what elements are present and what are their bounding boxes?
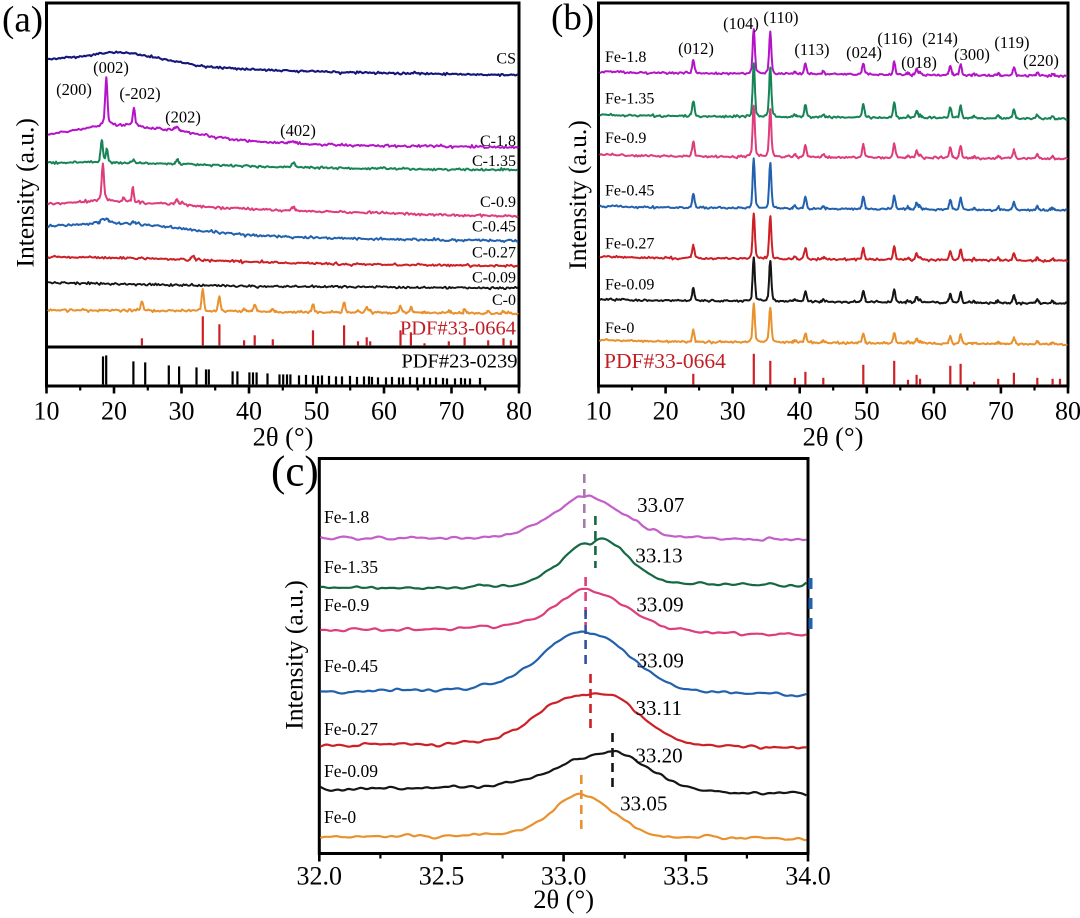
svg-text:(300): (300) [954, 45, 990, 64]
svg-text:C-0.09: C-0.09 [472, 270, 516, 287]
svg-text:40: 40 [236, 397, 262, 426]
svg-text:(116): (116) [877, 29, 912, 48]
svg-text:Fe-1.35: Fe-1.35 [324, 557, 378, 577]
svg-text:34.0: 34.0 [785, 862, 831, 891]
svg-text:(200): (200) [56, 80, 92, 99]
svg-text:33.11: 33.11 [636, 696, 682, 720]
svg-text:(b): (b) [551, 0, 594, 39]
svg-text:Fe-0.45: Fe-0.45 [324, 656, 378, 676]
svg-text:33.07: 33.07 [637, 493, 684, 517]
svg-text:Fe-0.45: Fe-0.45 [605, 183, 654, 200]
svg-text:50: 50 [854, 397, 880, 426]
svg-text:(119): (119) [994, 33, 1029, 52]
svg-text:2θ (°): 2θ (°) [803, 422, 864, 452]
svg-text:(a): (a) [2, 0, 43, 41]
svg-text:Fe-0.27: Fe-0.27 [605, 236, 654, 253]
svg-text:Intensity (a.u.): Intensity (a.u.) [280, 580, 309, 729]
svg-text:(104): (104) [723, 14, 759, 33]
svg-text:80: 80 [506, 397, 532, 426]
svg-text:10: 10 [34, 397, 60, 426]
svg-text:(002): (002) [93, 58, 129, 77]
svg-text:32.5: 32.5 [419, 862, 465, 891]
svg-text:(-202): (-202) [119, 84, 160, 103]
svg-text:Fe-0.9: Fe-0.9 [605, 130, 646, 147]
svg-text:Fe-0.27: Fe-0.27 [324, 719, 378, 739]
svg-text:33.09: 33.09 [637, 649, 684, 673]
svg-text:33.0: 33.0 [541, 862, 587, 891]
svg-text:C-0.45: C-0.45 [472, 219, 516, 236]
svg-text:PDF#33-0664: PDF#33-0664 [400, 318, 516, 340]
svg-text:C-0.9: C-0.9 [480, 194, 516, 211]
svg-text:(220): (220) [1023, 51, 1059, 70]
svg-text:C-0: C-0 [492, 292, 516, 309]
svg-text:(018): (018) [901, 53, 937, 72]
svg-text:Fe-0.9: Fe-0.9 [324, 595, 369, 615]
svg-text:33.5: 33.5 [663, 862, 709, 891]
svg-text:(214): (214) [922, 29, 958, 48]
svg-text:60: 60 [371, 397, 397, 426]
svg-text:70: 70 [988, 397, 1014, 426]
svg-text:(c): (c) [271, 449, 319, 496]
svg-text:Fe-0: Fe-0 [324, 807, 356, 827]
svg-text:(024): (024) [846, 43, 882, 62]
svg-text:(012): (012) [678, 39, 714, 58]
svg-text:CS: CS [496, 51, 516, 68]
svg-text:60: 60 [921, 397, 947, 426]
svg-text:80: 80 [1055, 397, 1080, 426]
svg-text:C-1.35: C-1.35 [472, 153, 516, 170]
svg-text:33.13: 33.13 [635, 544, 682, 568]
svg-text:33.09: 33.09 [636, 593, 683, 617]
svg-text:C-0.27: C-0.27 [472, 245, 516, 262]
svg-text:Intensity (a.u.): Intensity (a.u.) [563, 120, 592, 269]
svg-text:50: 50 [304, 397, 330, 426]
svg-text:PDF#33-0664: PDF#33-0664 [604, 349, 726, 373]
svg-text:Intensity (a.u.): Intensity (a.u.) [11, 118, 40, 267]
svg-text:Fe-0: Fe-0 [605, 320, 634, 337]
svg-text:Fe-0.09: Fe-0.09 [324, 761, 378, 781]
svg-text:32.0: 32.0 [297, 862, 343, 891]
svg-text:(202): (202) [165, 108, 201, 127]
svg-text:(110): (110) [763, 8, 798, 27]
svg-text:70: 70 [439, 397, 465, 426]
svg-text:20: 20 [653, 397, 679, 426]
svg-text:Fe-1.8: Fe-1.8 [324, 507, 369, 527]
svg-text:2θ (°): 2θ (°) [253, 422, 314, 452]
svg-text:(402): (402) [280, 121, 316, 140]
svg-text:2θ (°): 2θ (°) [533, 884, 594, 914]
svg-text:(113): (113) [794, 40, 829, 59]
svg-text:Fe-0.09: Fe-0.09 [605, 277, 654, 294]
svg-text:PDF#23-0239: PDF#23-0239 [401, 351, 517, 373]
svg-text:33.20: 33.20 [635, 743, 682, 767]
svg-text:30: 30 [169, 397, 195, 426]
svg-text:C-1.8: C-1.8 [480, 133, 516, 150]
svg-text:20: 20 [101, 397, 127, 426]
svg-text:30: 30 [720, 397, 746, 426]
svg-text:Fe-1.8: Fe-1.8 [605, 49, 646, 66]
svg-text:40: 40 [787, 397, 813, 426]
svg-text:10: 10 [586, 397, 612, 426]
svg-text:Fe-1.35: Fe-1.35 [605, 91, 654, 108]
svg-text:33.05: 33.05 [620, 791, 667, 815]
